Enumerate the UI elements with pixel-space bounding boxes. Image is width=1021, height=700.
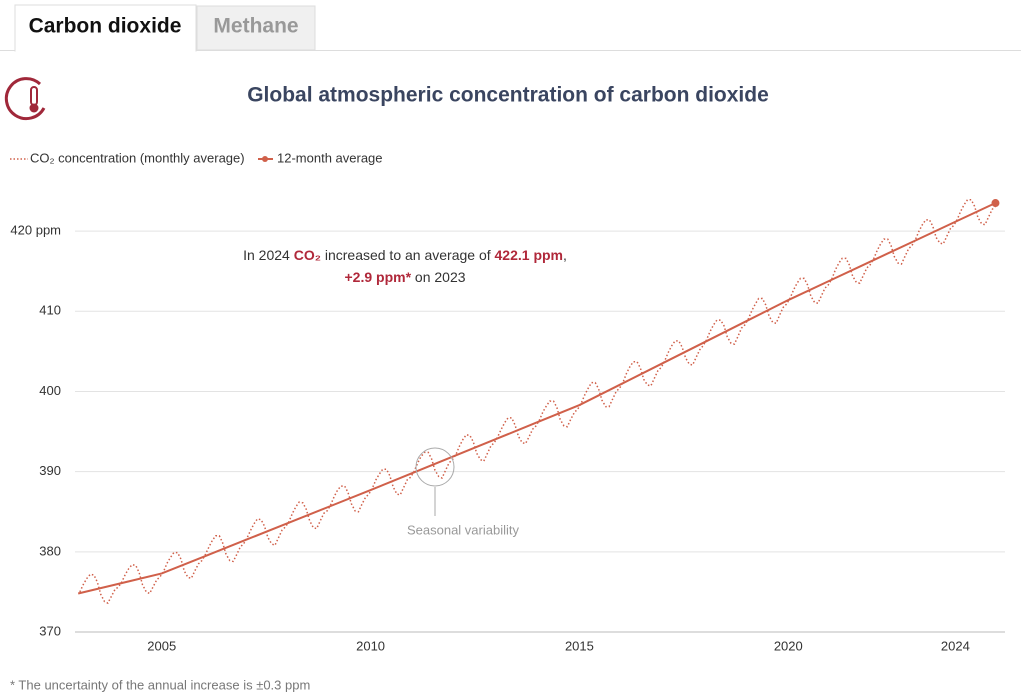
x-tick-label: 2024 (941, 638, 970, 653)
annotation-text: In 2024 (243, 247, 294, 263)
series-line (77, 202, 996, 595)
legend: CO₂ concentration (monthly average) 12-m… (10, 150, 383, 165)
legend-label: 12-month average (277, 150, 383, 165)
annotation-text: on 2023 (411, 269, 466, 285)
footnote: * The uncertainty of the annual increase… (10, 677, 310, 692)
callout-label: Seasonal variability (407, 522, 520, 537)
tab-label[interactable]: Methane (213, 15, 298, 38)
tab-inactive[interactable] (196, 5, 316, 51)
annotation-text: increased to an average of (321, 247, 495, 263)
annotation-text: , (563, 247, 567, 263)
legend-label: CO₂ concentration (monthly average) (30, 150, 245, 165)
annotation-text: +2.9 ppm* (344, 269, 411, 285)
x-tick-label: 2010 (356, 638, 385, 653)
x-tick-label: 2015 (565, 638, 594, 653)
tab-label[interactable]: Carbon dioxide (29, 15, 182, 38)
annotation-text: CO₂ (294, 247, 321, 263)
chart-title: Global atmospheric concentration of carb… (247, 84, 769, 107)
end-marker (991, 199, 1000, 208)
y-tick-label: 420 ppm (10, 223, 61, 238)
y-tick-label: 390 (39, 463, 61, 478)
legend-swatch (262, 156, 268, 162)
x-tick-label: 2020 (774, 638, 803, 653)
y-tick-label: 380 (39, 543, 61, 558)
icon (4, 77, 46, 121)
annotation: +2.9 ppm* on 2023 (344, 269, 465, 285)
tab-active[interactable] (14, 4, 197, 52)
x-tick-label: 2005 (147, 638, 176, 653)
y-tick-label: 400 (39, 383, 61, 398)
callout-circle (415, 447, 455, 487)
y-tick-label: 370 (39, 623, 61, 638)
annotation-text: 422.1 ppm (495, 247, 563, 263)
annotation: In 2024 CO₂ increased to an average of 4… (243, 247, 567, 263)
y-tick-label: 410 (39, 303, 61, 318)
